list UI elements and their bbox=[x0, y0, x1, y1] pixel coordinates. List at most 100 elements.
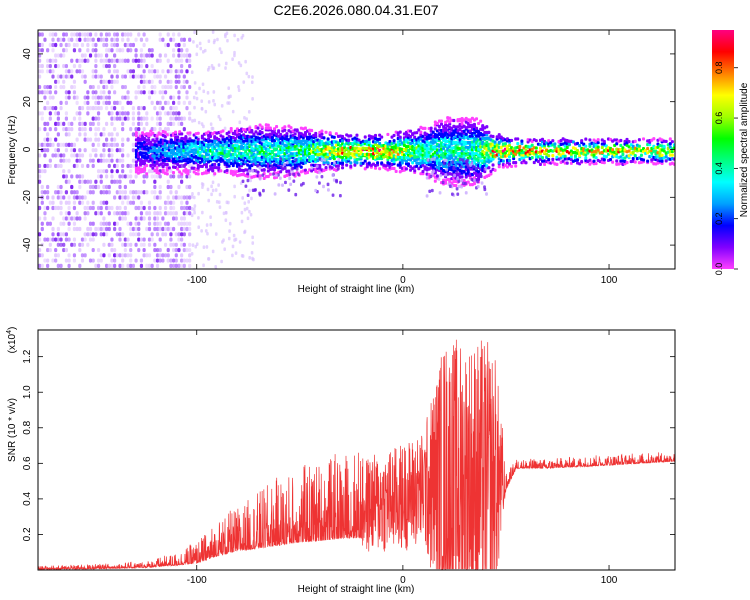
spectrogram-cell bbox=[510, 138, 514, 143]
spectrogram-cell bbox=[166, 127, 170, 132]
spectrogram-cell bbox=[218, 205, 222, 210]
spectrogram-cell bbox=[62, 221, 66, 226]
spectrogram-cell bbox=[185, 200, 189, 205]
spectrogram-cell bbox=[206, 91, 210, 95]
spectrogram-cell bbox=[460, 185, 463, 189]
spectrogram-cell bbox=[62, 169, 66, 174]
spectrogram-cell bbox=[163, 226, 168, 232]
spectrogram-cell bbox=[64, 258, 68, 263]
spectrogram-cell bbox=[177, 263, 181, 268]
spectrogram-cell bbox=[83, 100, 87, 105]
spectrogram-cell bbox=[43, 84, 47, 90]
spectrogram-cell bbox=[131, 158, 135, 163]
spectrogram-cell bbox=[143, 166, 147, 170]
spectrogram-cell bbox=[217, 166, 221, 170]
spectrogram-cell bbox=[415, 131, 419, 135]
spectrogram-cell bbox=[147, 226, 152, 232]
spectrogram-cell bbox=[245, 71, 249, 76]
spectrogram-cell bbox=[218, 192, 222, 197]
spectrogram-cell bbox=[530, 156, 534, 160]
spectrogram-cell bbox=[38, 269, 41, 273]
spectrogram-cell bbox=[166, 58, 170, 63]
spectrogram-cell bbox=[83, 148, 87, 153]
spectrogram-cell bbox=[169, 69, 173, 74]
colorbar-tick-label: 0.8 bbox=[714, 61, 724, 74]
spectrogram-cell bbox=[126, 32, 130, 37]
spectrogram-cell bbox=[51, 42, 55, 48]
spectrogram-cell bbox=[212, 66, 216, 70]
spectrogram-cell bbox=[188, 232, 192, 237]
spectrogram-cell bbox=[110, 132, 114, 137]
spectrogram-cell bbox=[54, 111, 58, 116]
spectrogram-cell bbox=[200, 229, 203, 233]
spectrogram-cell bbox=[102, 132, 106, 137]
spectrogram-cell bbox=[233, 184, 236, 189]
spectrogram-cell bbox=[347, 138, 351, 142]
spectrogram-cell bbox=[64, 32, 68, 37]
spectrogram-cell bbox=[62, 63, 66, 69]
spectrogram-cell bbox=[456, 192, 460, 196]
spectrogram-cell bbox=[142, 69, 146, 74]
spectrogram-cell bbox=[232, 233, 236, 238]
spectrogram-cell bbox=[107, 226, 111, 232]
spectrogram-cell bbox=[142, 90, 146, 95]
spectrogram-cell bbox=[118, 48, 122, 53]
spectrogram-cell bbox=[288, 172, 292, 176]
spectrogram-cell bbox=[129, 42, 133, 48]
spectrogram-cell bbox=[80, 237, 85, 242]
spectrogram-cell bbox=[96, 211, 101, 216]
spectrogram-cell bbox=[113, 163, 117, 169]
spectrogram-cell bbox=[177, 74, 181, 79]
spectrogram-cell bbox=[99, 174, 103, 179]
spectrogram-cell bbox=[99, 153, 103, 158]
spectrogram-cell bbox=[102, 184, 106, 190]
spectrogram-cell bbox=[431, 170, 435, 175]
spectrogram-cell bbox=[185, 48, 189, 53]
spectrogram-cell bbox=[107, 95, 111, 100]
spectrogram-cell bbox=[165, 163, 169, 167]
spectrogram-cell bbox=[213, 102, 217, 107]
spectrogram-cell bbox=[64, 237, 68, 242]
spectrogram-cell bbox=[209, 215, 212, 219]
spectrogram-cell bbox=[62, 153, 66, 158]
spectrogram-cell bbox=[334, 132, 338, 136]
spectrogram-cell bbox=[40, 32, 44, 37]
spectrogram-cell bbox=[147, 221, 152, 226]
spectrogram-cell bbox=[107, 132, 111, 137]
spectrogram-cell bbox=[464, 191, 468, 195]
spectrogram-cell bbox=[233, 194, 236, 199]
spectrogram-cell bbox=[169, 79, 173, 84]
spectrogram-cell bbox=[204, 165, 208, 169]
spectrogram-cell bbox=[237, 61, 241, 65]
spectrogram-cell bbox=[217, 63, 221, 67]
spectrogram-cell bbox=[121, 121, 125, 126]
spectrogram-cell bbox=[619, 138, 623, 143]
spectrogram-cell bbox=[51, 48, 55, 53]
snr-series-line bbox=[38, 339, 675, 570]
spectrogram-cell bbox=[94, 269, 97, 273]
spectrogram-cell bbox=[588, 162, 592, 166]
spectrogram-cell bbox=[180, 172, 184, 176]
spectrogram-cell bbox=[240, 210, 244, 215]
spectrogram-cell bbox=[477, 170, 481, 174]
spectrogram-cell bbox=[555, 162, 559, 166]
spectrogram-cell bbox=[404, 167, 408, 171]
spectrogram-cell bbox=[121, 211, 125, 216]
spectrogram-cell bbox=[48, 242, 52, 247]
spectrogram-cell bbox=[91, 48, 95, 53]
spectrogram-cell bbox=[56, 226, 60, 232]
spectrogram-cell bbox=[485, 192, 488, 196]
spectrogram-cell bbox=[177, 174, 181, 179]
spectrogram-cell bbox=[121, 169, 125, 174]
spectrogram-cell bbox=[508, 155, 512, 159]
spectrogram-cell bbox=[118, 179, 122, 184]
spectrogram-cell bbox=[72, 242, 77, 247]
spectrogram-cell bbox=[115, 190, 119, 195]
spectrogram-cell bbox=[83, 237, 87, 242]
spectrogram-cell bbox=[289, 126, 293, 130]
spectrogram-cell bbox=[131, 142, 135, 148]
spectrogram-cell bbox=[251, 256, 254, 261]
spectrogram-cell bbox=[46, 258, 50, 263]
spectrogram-cell bbox=[64, 74, 68, 79]
